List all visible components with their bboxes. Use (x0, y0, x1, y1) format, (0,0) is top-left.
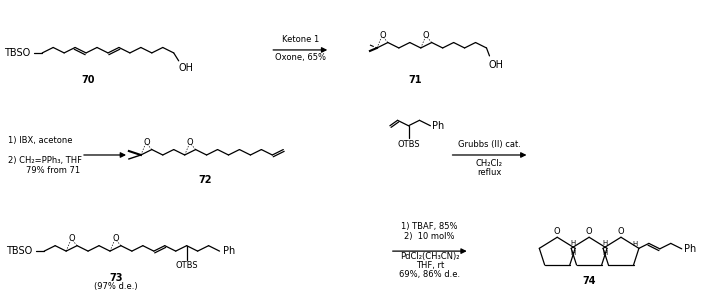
Text: OTBS: OTBS (176, 261, 198, 270)
Text: THF, rt: THF, rt (416, 261, 444, 270)
Text: O: O (379, 31, 386, 40)
Text: 74: 74 (582, 276, 596, 286)
Text: Ketone 1: Ketone 1 (282, 35, 319, 44)
Text: Ph: Ph (222, 246, 234, 256)
Text: OTBS: OTBS (397, 140, 420, 149)
Text: OH: OH (488, 60, 503, 70)
Text: PdCl₂(CH₃CN)₂: PdCl₂(CH₃CN)₂ (400, 252, 460, 261)
Text: O: O (617, 227, 625, 236)
Text: CH₂Cl₂: CH₂Cl₂ (476, 159, 503, 168)
Text: (97% d.e.): (97% d.e.) (94, 282, 138, 291)
Text: TBSO: TBSO (4, 48, 31, 58)
Text: O: O (68, 234, 75, 243)
Text: 72: 72 (199, 175, 212, 185)
Text: H: H (632, 241, 637, 247)
Text: H: H (602, 250, 608, 256)
Text: 69%, 86% d.e.: 69%, 86% d.e. (399, 270, 460, 279)
Text: OH: OH (179, 63, 194, 73)
Text: 71: 71 (408, 75, 422, 85)
Text: O: O (143, 138, 150, 147)
Text: O: O (423, 31, 429, 40)
Text: 79% from 71: 79% from 71 (27, 166, 80, 175)
Text: Oxone, 65%: Oxone, 65% (275, 53, 326, 62)
Text: O: O (586, 227, 592, 236)
Text: Grubbs (II) cat.: Grubbs (II) cat. (458, 140, 521, 149)
Text: 1) IBX, acetone: 1) IBX, acetone (9, 136, 73, 145)
Text: H: H (602, 240, 608, 246)
Text: O: O (112, 234, 119, 243)
Text: TBSO: TBSO (6, 246, 32, 256)
Text: Ph: Ph (432, 121, 445, 131)
Text: 1) TBAF, 85%: 1) TBAF, 85% (402, 222, 458, 231)
Text: H: H (571, 250, 576, 256)
Text: Ph: Ph (684, 244, 696, 254)
Text: 73: 73 (109, 273, 123, 283)
Text: 2)  10 mol%: 2) 10 mol% (404, 232, 455, 241)
Text: O: O (554, 227, 561, 236)
Text: 2) CH₂=PPh₃, THF: 2) CH₂=PPh₃, THF (9, 156, 82, 165)
Text: H: H (571, 240, 576, 246)
Text: O: O (187, 138, 194, 147)
Text: reflux: reflux (478, 168, 502, 177)
Text: 70: 70 (81, 75, 95, 85)
